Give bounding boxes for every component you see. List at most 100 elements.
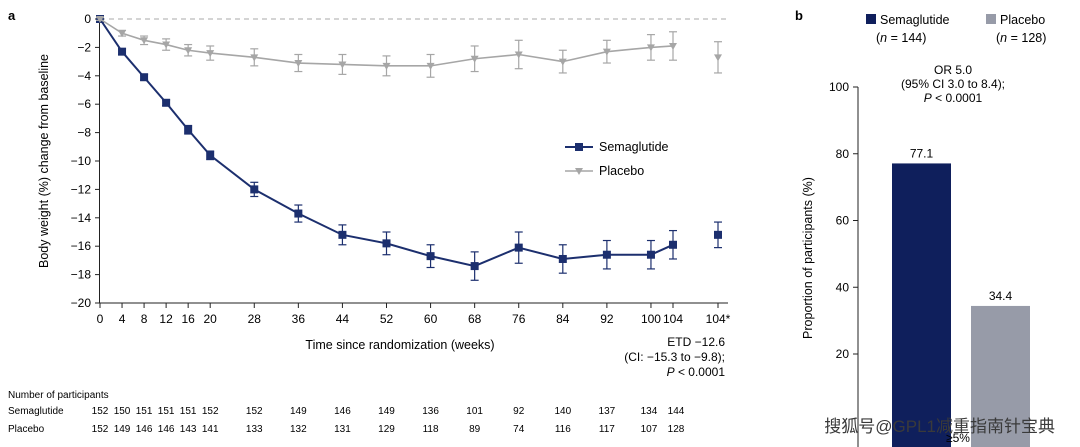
semaglutide-point — [206, 151, 215, 160]
x-tick-label: 8 — [141, 312, 148, 326]
placebo-point — [426, 62, 435, 70]
participants-count: 149 — [290, 406, 307, 417]
participants-count: 74 — [513, 424, 525, 435]
legend-b-name: Placebo — [1000, 13, 1045, 27]
participants-count: 89 — [469, 424, 481, 435]
x-tick-label: 4 — [119, 312, 126, 326]
bar-value-label: 77.1 — [910, 146, 934, 160]
or-annotation-line: P < 0.0001 — [924, 91, 983, 105]
placebo-point — [558, 58, 567, 66]
x-tick-label: 36 — [292, 312, 306, 326]
participants-count: 107 — [641, 424, 658, 435]
participants-count: 134 — [641, 406, 658, 417]
participants-count: 137 — [599, 406, 616, 417]
placebo-point — [250, 54, 259, 62]
y-tick-label: −18 — [71, 268, 92, 282]
participants-count: 151 — [180, 406, 197, 417]
participants-count: 152 — [202, 406, 219, 417]
placebo-point — [294, 60, 303, 68]
watermark-text: 搜狐号@GPL1减重指南针宝典 — [824, 417, 1055, 436]
y-tick-label: −4 — [77, 69, 91, 83]
etd-annotation-line: (CI: −15.3 to −9.8); — [624, 350, 725, 364]
bar-placebo — [971, 305, 1030, 447]
participants-count: 133 — [246, 424, 263, 435]
placebo-point — [669, 42, 677, 50]
x-tick-label: 28 — [248, 312, 262, 326]
y-tick-label: −2 — [77, 40, 91, 54]
b-y-tick-label: 100 — [829, 80, 849, 94]
participants-count: 146 — [158, 424, 175, 435]
placebo-point — [162, 41, 171, 49]
b-y-tick-label: 20 — [836, 347, 850, 361]
participants-count: 143 — [180, 424, 197, 435]
participants-count: 149 — [378, 406, 395, 417]
y-tick-label: −6 — [77, 97, 91, 111]
or-annotation-line: (95% CI 3.0 to 8.4); — [901, 77, 1005, 91]
participants-count: 136 — [422, 406, 439, 417]
participants-count: 132 — [290, 424, 307, 435]
participants-count: 146 — [334, 406, 351, 417]
semaglutide-point — [184, 125, 193, 134]
legend-square-marker — [575, 143, 583, 151]
participants-count: 131 — [334, 424, 351, 435]
participants-count: 117 — [599, 424, 615, 435]
legend-semaglutide-label: Semaglutide — [599, 140, 669, 154]
participants-count: 152 — [92, 424, 109, 435]
placebo-point — [470, 55, 479, 63]
participants-count: 146 — [136, 424, 153, 435]
legend-b-swatch — [986, 14, 996, 24]
participants-count: 101 — [466, 406, 483, 417]
participants-count: 144 — [668, 406, 685, 417]
semaglutide-104-star-point — [714, 230, 722, 239]
legend-triangle-marker — [575, 168, 583, 175]
placebo-point — [602, 48, 611, 56]
semaglutide-point — [118, 47, 127, 56]
participants-count: 152 — [92, 406, 109, 417]
semaglutide-point — [470, 262, 479, 271]
etd-annotation-line: P < 0.0001 — [667, 365, 726, 379]
semaglutide-point — [602, 250, 611, 259]
or-annotation-line: OR 5.0 — [934, 63, 972, 77]
x-tick-label: 68 — [468, 312, 482, 326]
bar-semaglutide — [892, 163, 951, 447]
panel-a-label: a — [8, 8, 16, 23]
semaglutide-point — [294, 209, 303, 218]
x-tick-label: 100 — [641, 312, 661, 326]
b-y-tick-label: 80 — [836, 147, 850, 161]
x-tick-label: 60 — [424, 312, 438, 326]
legend-b-n: (n = 144) — [876, 31, 926, 45]
participants-count: 150 — [114, 406, 131, 417]
placebo-point — [96, 16, 104, 23]
participants-count: 118 — [423, 424, 439, 435]
participants-count: 149 — [114, 424, 131, 435]
x-tick-label: 44 — [336, 312, 350, 326]
participants-count: 116 — [555, 424, 571, 435]
semaglutide-point — [669, 240, 677, 249]
placebo-point — [206, 50, 215, 58]
participants-row-label: Semaglutide — [8, 406, 64, 417]
placebo-point — [382, 62, 391, 70]
b-y-tick-label: 60 — [836, 214, 850, 228]
x-tick-label: 104* — [706, 312, 731, 326]
semaglutide-point — [646, 250, 655, 259]
participants-title: Number of participants — [8, 390, 109, 401]
placebo-point — [646, 44, 655, 52]
placebo-point — [514, 51, 523, 59]
participants-count: 141 — [202, 424, 219, 435]
x-tick-label: 92 — [600, 312, 614, 326]
placebo-104-star-point — [714, 54, 722, 62]
semaglutide-point — [140, 73, 149, 82]
x-tick-label: 52 — [380, 312, 394, 326]
y-tick-label: −12 — [71, 182, 92, 196]
b-y-axis-title: Proportion of participants (%) — [801, 177, 815, 339]
participants-count: 140 — [554, 406, 571, 417]
x-tick-label: 76 — [512, 312, 526, 326]
legend-b-name: Semaglutide — [880, 13, 950, 27]
placebo-point — [184, 47, 193, 55]
x-tick-label: 104 — [663, 312, 683, 326]
placebo-point — [140, 37, 149, 45]
participants-count: 151 — [136, 406, 153, 417]
y-tick-label: −16 — [71, 239, 92, 253]
x-axis-title: Time since randomization (weeks) — [305, 338, 494, 352]
bottom-partial-label: ≥5% — [946, 431, 970, 445]
